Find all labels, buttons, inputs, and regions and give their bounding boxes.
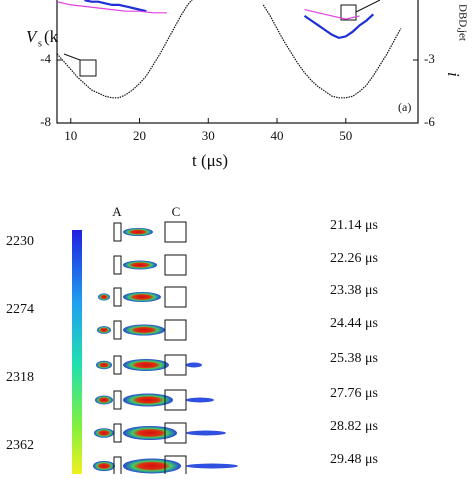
- electrode-a: [113, 456, 122, 476]
- electrode-a: [113, 423, 122, 443]
- x-tick-label: 10: [64, 128, 77, 143]
- colorbar: [72, 230, 82, 474]
- plasma-spot: [95, 395, 113, 405]
- electrode-a: [113, 320, 122, 340]
- electrode-c: [164, 354, 187, 376]
- colorbar-label: 2274: [6, 302, 34, 317]
- annotation: (a): [398, 100, 411, 114]
- series-line: [57, 0, 402, 99]
- frame-time: 24.44 μs: [330, 316, 378, 331]
- electrode-a: [113, 222, 122, 242]
- electrode-c: [164, 319, 187, 341]
- y-tick-label: -8: [40, 114, 51, 129]
- frame-time: 22.26 μs: [330, 251, 378, 266]
- plasma: [123, 292, 161, 302]
- electrode-c: [164, 422, 187, 444]
- y2-tick-label: -6: [424, 114, 435, 129]
- colorbar-label: 2362: [6, 438, 34, 453]
- y2-label-sub: DBD,jet: [456, 4, 468, 41]
- electrode-label: C: [172, 204, 181, 219]
- frame-time: 29.48 μs: [330, 452, 378, 467]
- plasma-spot: [96, 360, 112, 370]
- y2-tick-label: -3: [424, 51, 435, 66]
- electrode-c: [164, 221, 187, 243]
- plasma: [123, 458, 181, 474]
- x-tick-label: 30: [202, 128, 215, 143]
- plasma-spot: [98, 293, 110, 301]
- x-tick-label: 40: [271, 128, 284, 143]
- colorbar-label: 2230: [6, 234, 34, 249]
- frame-time: 27.76 μs: [330, 386, 378, 401]
- frame-time: 21.14 μs: [330, 218, 378, 233]
- plot-frame: [56, 0, 419, 124]
- plasma-tail: [186, 362, 202, 368]
- plasma-spot: [93, 460, 115, 472]
- plasma: [123, 359, 169, 371]
- marker-box: [340, 4, 357, 21]
- plasma: [123, 426, 177, 440]
- electrode-a: [113, 255, 122, 275]
- electrode-a: [113, 287, 122, 307]
- frame-time: 28.82 μs: [330, 419, 378, 434]
- plasma-tail: [186, 463, 238, 469]
- electrode-c: [164, 254, 187, 276]
- plasma: [123, 393, 173, 407]
- plasma-spot: [97, 326, 111, 334]
- electrode-label: A: [112, 204, 122, 219]
- arrow: [355, 0, 381, 13]
- frame-time: 23.38 μs: [330, 283, 378, 298]
- electrode-c: [164, 286, 187, 308]
- electrode-a: [113, 390, 122, 410]
- plasma-tail: [186, 430, 226, 436]
- y-label-rest: (k: [44, 27, 59, 46]
- electrode-c: [164, 389, 187, 411]
- x-tick-label: 20: [133, 128, 146, 143]
- plasma: [123, 260, 157, 270]
- frame-time: 25.38 μs: [330, 351, 378, 366]
- plasma: [123, 324, 165, 336]
- series-line: [84, 0, 375, 40]
- plasma: [123, 228, 153, 236]
- plasma-tail: [186, 397, 214, 403]
- plot-lines: [57, 0, 402, 99]
- colorbar-label: 2318: [6, 370, 34, 385]
- series-line: [57, 1, 360, 20]
- y-label: V: [26, 27, 39, 46]
- y2-label: i: [444, 72, 463, 77]
- plasma-spot: [94, 428, 114, 438]
- arrow: [63, 53, 81, 61]
- y-label-sub: s: [38, 38, 42, 49]
- x-tick-label: 50: [339, 128, 352, 143]
- x-label: t (μs): [192, 151, 228, 170]
- marker-box: [79, 59, 97, 77]
- electrode-a: [113, 355, 122, 375]
- y-tick-label: -4: [40, 51, 51, 66]
